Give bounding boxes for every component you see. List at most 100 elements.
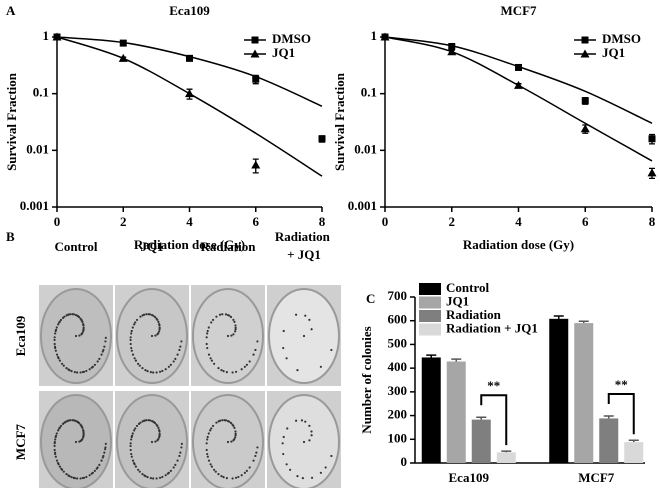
y-tick-label: 1 xyxy=(371,28,378,43)
colony xyxy=(220,475,223,478)
colony xyxy=(172,360,175,363)
colony xyxy=(74,440,78,444)
colony xyxy=(130,329,133,333)
colony xyxy=(98,463,101,466)
colony xyxy=(141,473,144,476)
colony xyxy=(130,346,133,350)
colony xyxy=(210,465,213,468)
colony xyxy=(147,313,150,316)
colony xyxy=(149,477,152,480)
point xyxy=(515,63,522,71)
colony xyxy=(232,333,235,336)
x-tick-label: 6 xyxy=(253,214,260,229)
colony xyxy=(221,313,224,316)
colony xyxy=(255,451,258,454)
colony xyxy=(213,468,216,471)
colony xyxy=(158,432,161,435)
colony xyxy=(206,329,209,333)
colony xyxy=(210,427,213,430)
y-tick-label: 0 xyxy=(401,454,408,469)
colony xyxy=(176,353,179,356)
error-bar xyxy=(628,439,639,443)
colony xyxy=(169,469,172,472)
colony xyxy=(223,419,226,422)
colony xyxy=(282,329,285,333)
colony xyxy=(234,324,237,327)
x-tick-label: 2 xyxy=(449,214,456,229)
colony xyxy=(137,362,140,365)
colony xyxy=(256,446,259,449)
colony xyxy=(154,334,157,337)
colony xyxy=(169,363,172,366)
colony xyxy=(215,421,218,424)
colony xyxy=(225,371,228,374)
colony xyxy=(281,442,284,445)
y-tick-label: 400 xyxy=(388,359,408,374)
colony xyxy=(141,314,144,317)
colony xyxy=(67,368,70,371)
colony xyxy=(61,362,64,365)
colony xyxy=(155,423,158,426)
colony xyxy=(155,317,158,320)
colony xyxy=(205,448,208,452)
error-bar xyxy=(603,415,614,419)
y-axis-label: Number of colonies xyxy=(359,326,374,433)
colony xyxy=(146,370,149,373)
colony xyxy=(90,366,93,369)
error-bar xyxy=(451,358,462,362)
colony xyxy=(53,342,56,346)
colony xyxy=(300,419,304,422)
colony xyxy=(100,459,103,462)
colony xyxy=(213,362,216,365)
colony xyxy=(93,469,96,472)
colony xyxy=(139,315,142,318)
colony xyxy=(158,370,162,373)
row-label: Eca109 xyxy=(13,315,28,356)
colony xyxy=(138,470,141,473)
colony xyxy=(61,316,65,319)
colony xyxy=(161,369,164,373)
colony xyxy=(90,472,93,475)
point xyxy=(581,97,589,105)
colony xyxy=(104,442,107,445)
panel-label: A xyxy=(6,3,16,18)
colony xyxy=(206,332,209,335)
legend-label: JQ1 xyxy=(602,45,625,60)
colony xyxy=(232,318,235,321)
point xyxy=(448,42,456,50)
colony xyxy=(53,448,56,452)
colony xyxy=(130,452,133,456)
point xyxy=(580,49,590,58)
colony xyxy=(53,345,57,348)
annotation: ** xyxy=(615,377,628,392)
colony xyxy=(141,367,144,370)
colony xyxy=(209,463,212,466)
colony xyxy=(310,434,313,437)
colony xyxy=(221,419,224,422)
error-bar xyxy=(476,416,487,420)
annotation: ** xyxy=(487,378,500,393)
colony xyxy=(229,315,233,319)
colony xyxy=(79,439,82,442)
colony xyxy=(133,429,136,432)
colony xyxy=(161,475,164,479)
colony xyxy=(211,424,215,428)
colony xyxy=(82,431,85,434)
colony xyxy=(56,461,60,465)
colony xyxy=(104,446,107,449)
colony xyxy=(209,429,212,432)
colony xyxy=(76,477,79,480)
colony xyxy=(88,368,91,371)
y-tick-label: 100 xyxy=(388,430,408,445)
colony xyxy=(226,419,230,423)
colony xyxy=(231,371,234,374)
colony xyxy=(55,432,58,435)
colony xyxy=(81,476,85,480)
colony xyxy=(150,419,154,423)
colony xyxy=(74,313,78,317)
point xyxy=(580,124,590,133)
colony xyxy=(150,313,154,317)
point xyxy=(52,32,62,41)
point xyxy=(648,135,656,143)
